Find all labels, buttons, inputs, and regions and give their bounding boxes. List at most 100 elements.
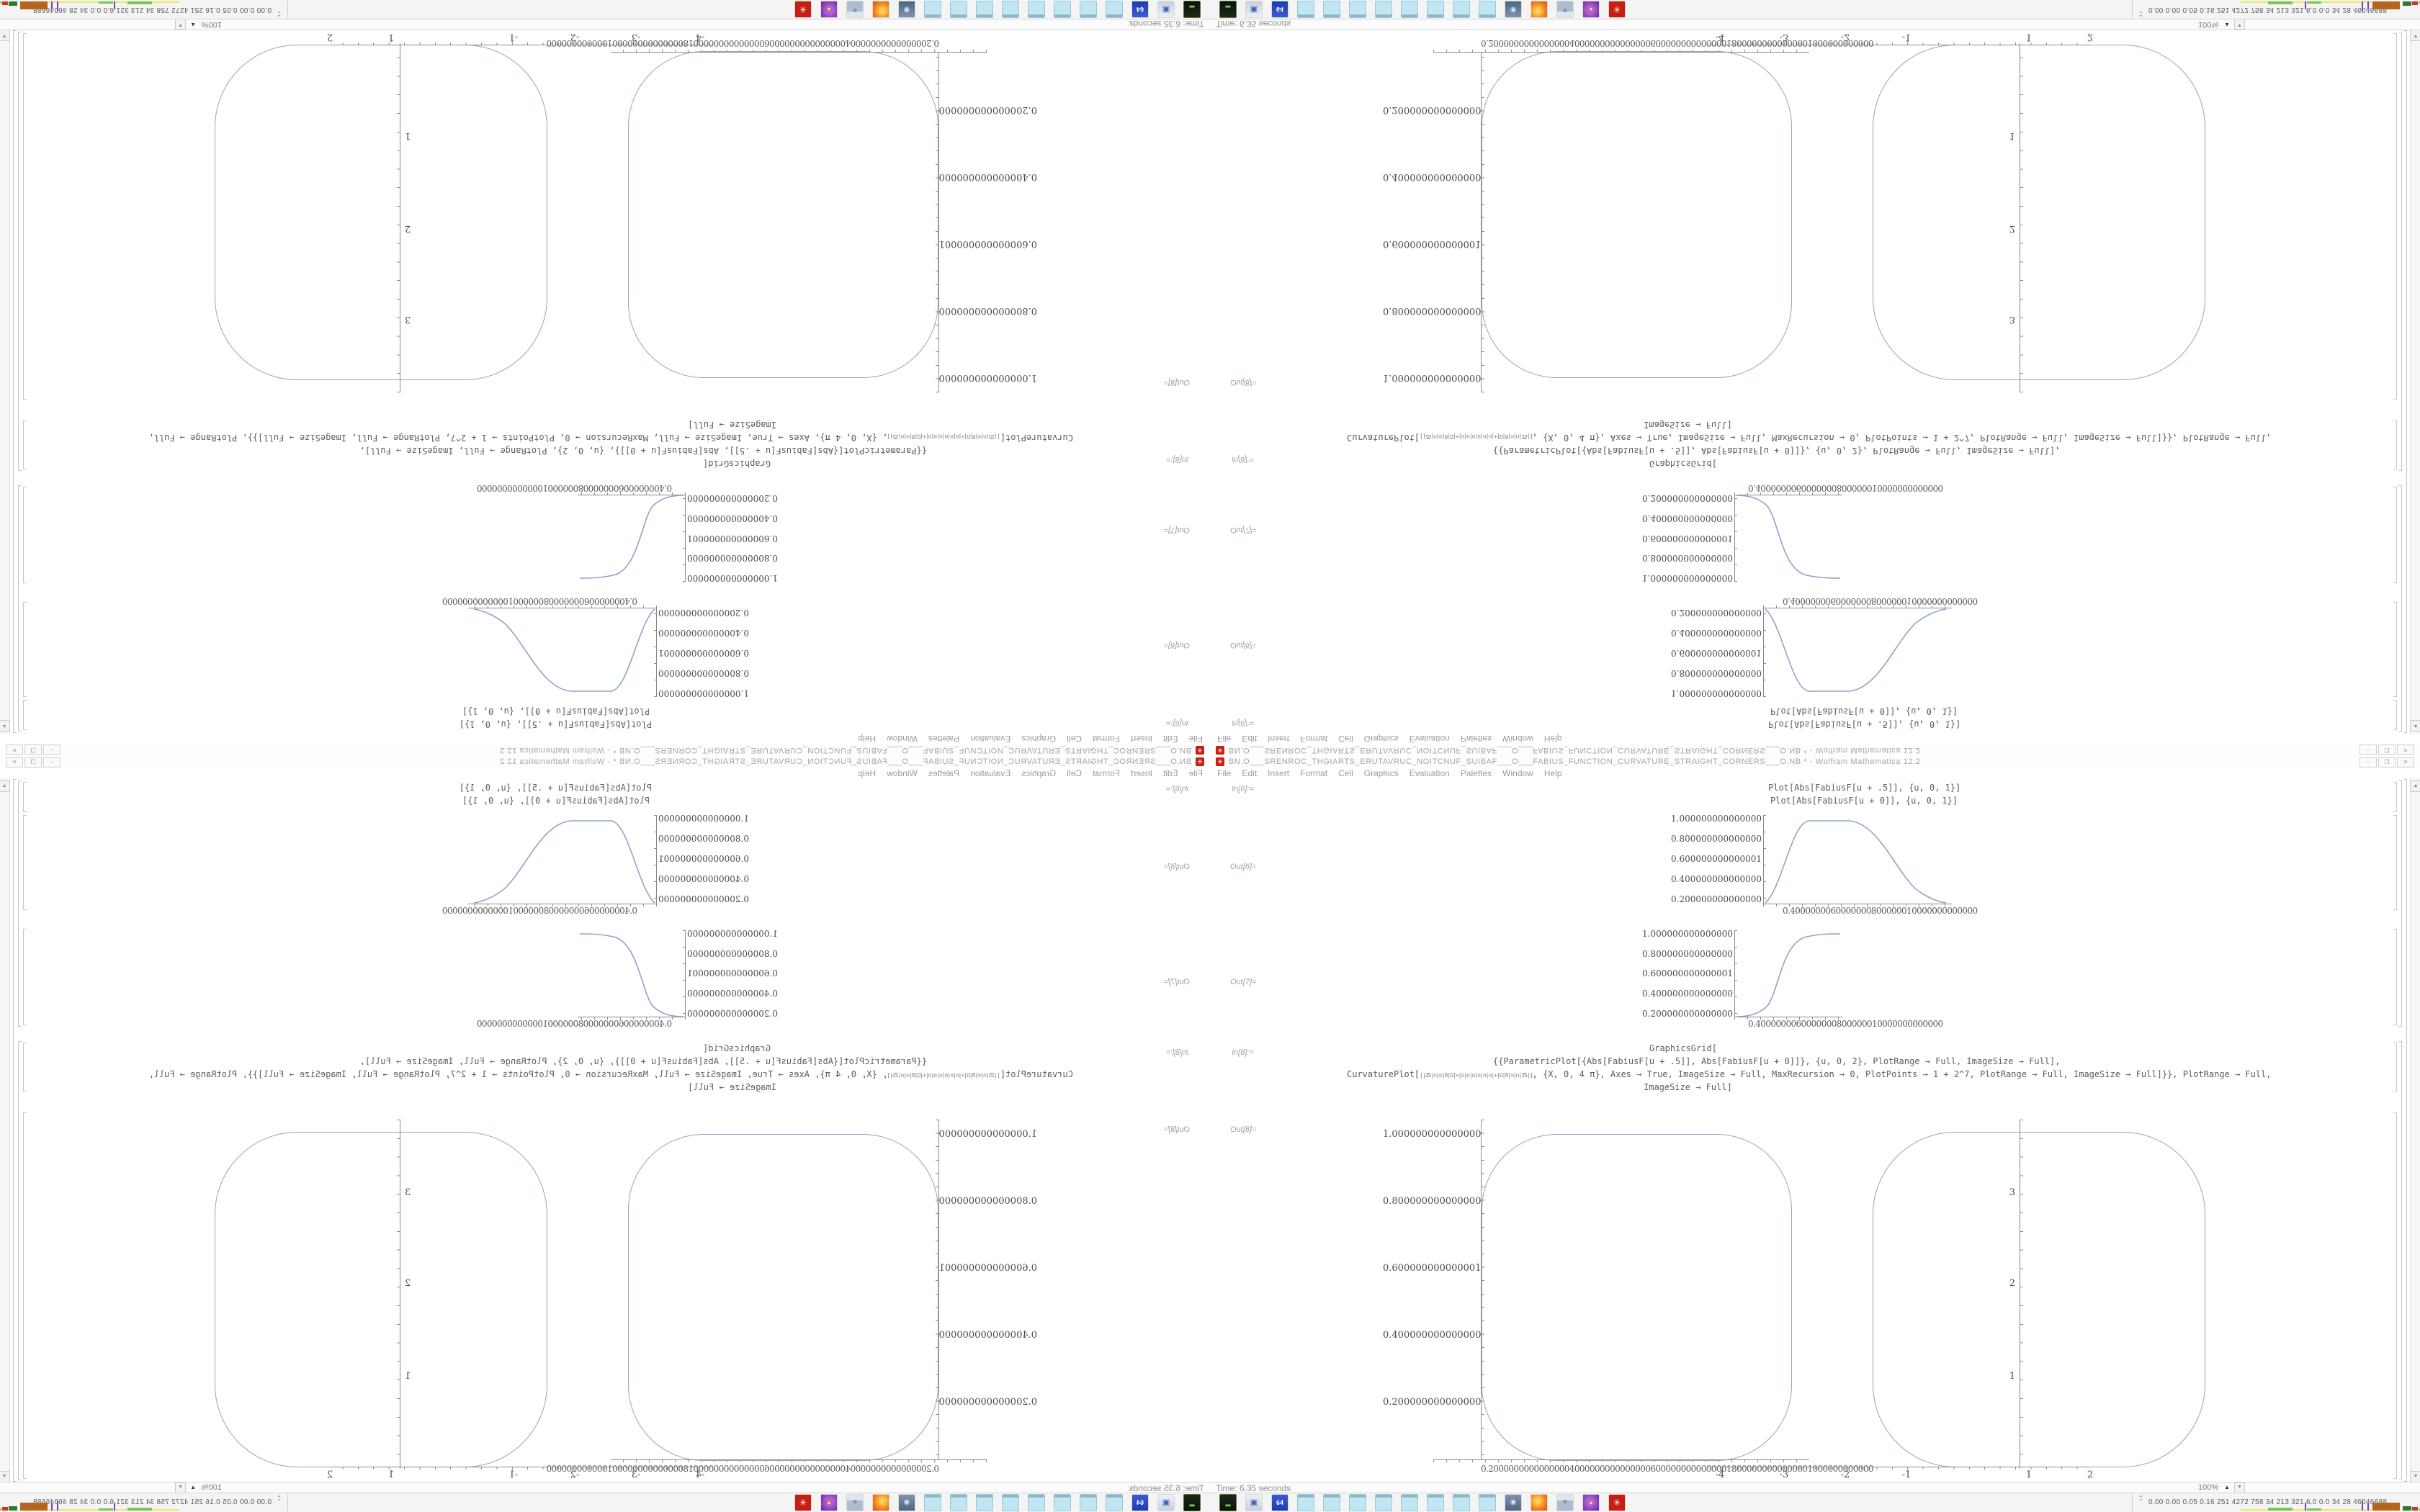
notepad-icon[interactable] [976, 1, 993, 18]
maximize-button[interactable]: ❐ [24, 757, 42, 768]
code-plot-2[interactable]: Plot[Abs[FabiusF[u + 0]], {u, 0, 1}] [1770, 706, 1958, 716]
menu-insert[interactable]: Insert [1268, 734, 1290, 744]
window-titlebar[interactable]: ✳ BN.O___SRENROC_THGIARTS_ERUTAVRUC_NOIT… [1210, 756, 2420, 768]
maximize-button[interactable]: ❐ [24, 744, 42, 755]
code-graphicsgrid-line3[interactable]: CurvaturePlot[[|ZS|∩|⊙|8|Ω|+|o|o|o|o|o|o… [1347, 1069, 2272, 1079]
menu-evaluation[interactable]: Evaluation [1409, 768, 1450, 778]
media-player-icon[interactable]: ● [820, 1, 838, 18]
scroll-up-arrow[interactable]: ▲ [0, 720, 10, 732]
menu-format[interactable]: Format [1300, 734, 1328, 744]
code-graphicsgrid-line1[interactable]: GraphicsGrid[ [703, 1043, 771, 1053]
cell-bracket[interactable] [23, 929, 27, 1025]
screenshot-tool-icon[interactable]: ◉ [1505, 1, 1522, 18]
notepad-icon[interactable] [1401, 1494, 1418, 1511]
media-player-icon[interactable]: ● [820, 1494, 838, 1511]
notepad-icon[interactable] [1349, 1, 1366, 18]
chevron-up-icon[interactable]: ⌃ ⌃ [2138, 1495, 2143, 1505]
firefox-icon[interactable] [1531, 1494, 1548, 1511]
cell-bracket[interactable] [23, 782, 27, 812]
screenshot-tool-icon[interactable]: ◉ [1505, 1494, 1522, 1511]
cell-bracket[interactable] [23, 602, 27, 697]
menu-graphics[interactable]: Graphics [1021, 768, 1057, 778]
cell-group-bracket[interactable] [2398, 485, 2402, 732]
code-graphicsgrid-line4[interactable]: ImageSize → Full] [688, 1082, 776, 1092]
cell-bracket[interactable] [2393, 929, 2397, 1025]
notepad-icon[interactable] [924, 1, 941, 18]
cell-bracket[interactable] [23, 487, 27, 583]
notepad-icon[interactable] [1375, 1494, 1392, 1511]
menu-file[interactable]: File [1188, 768, 1203, 778]
mathematica-taskbar-icon[interactable]: ✳ [1608, 1494, 1626, 1511]
close-button[interactable]: ✕ [2397, 757, 2414, 768]
code-graphicsgrid-line2[interactable]: {{ParametricPlot[{Abs[FabiusF[u + .5]], … [359, 446, 927, 456]
cell-group-bracket[interactable] [18, 485, 22, 732]
terminal-icon[interactable]: ▂ [1183, 1, 1201, 18]
maximize-button[interactable]: ❐ [2378, 757, 2396, 768]
notepad-icon[interactable] [1080, 1494, 1097, 1511]
menu-window[interactable]: Window [1502, 734, 1533, 744]
chevron-up-icon[interactable]: ⌃ ⌃ [2138, 7, 2143, 17]
cell-bracket[interactable] [2393, 33, 2397, 400]
scroll-up-arrow[interactable]: ▲ [0, 780, 10, 792]
notepad-icon[interactable] [1349, 1494, 1366, 1511]
notepad-icon[interactable] [1002, 1, 1019, 18]
code-graphicsgrid-line3[interactable]: CurvaturePlot[[|ZS|∩|⊙|8|Ω|+|o|o|o|o|o|o… [1347, 433, 2272, 443]
notepad-icon[interactable] [1427, 1494, 1444, 1511]
notebook-outer-bracket[interactable] [13, 779, 17, 1482]
mathematica-taskbar-icon[interactable]: ✳ [1608, 1, 1626, 18]
cell-bracket[interactable] [23, 815, 27, 910]
minimize-button[interactable]: – [2360, 757, 2377, 768]
notepad-icon[interactable] [1028, 1494, 1045, 1511]
menu-format[interactable]: Format [1092, 768, 1120, 778]
magnification-level[interactable]: 100% [201, 20, 222, 29]
cell-bracket[interactable] [23, 700, 27, 730]
vertical-scrollbar[interactable] [2410, 30, 2420, 734]
notepad-icon[interactable] [1479, 1, 1496, 18]
notepad-icon[interactable] [1297, 1, 1314, 18]
screenshot-tool-icon[interactable]: ◉ [898, 1494, 915, 1511]
cell-bracket[interactable] [23, 420, 27, 469]
terminal-icon[interactable]: ▂ [1183, 1494, 1201, 1511]
menu-graphics[interactable]: Graphics [1363, 734, 1399, 744]
menu-insert[interactable]: Insert [1130, 734, 1152, 744]
minimize-button[interactable]: – [43, 744, 60, 755]
menu-cell[interactable]: Cell [1338, 768, 1353, 778]
code-plot-1[interactable]: Plot[Abs[FabiusF[u + .5]], {u, 0, 1}] [459, 719, 652, 729]
code-graphicsgrid-line2[interactable]: {{ParametricPlot[{Abs[FabiusF[u + .5]], … [1493, 446, 2061, 456]
magnification-up-icon[interactable]: ▲ [190, 1484, 196, 1490]
notepad-icon[interactable] [1479, 1494, 1496, 1511]
close-button[interactable]: ✕ [6, 744, 23, 755]
cell-bracket[interactable] [2393, 782, 2397, 812]
floppy-64-icon[interactable]: 64 [1131, 1494, 1149, 1511]
notepad-icon[interactable] [950, 1494, 967, 1511]
scroll-down-arrow[interactable]: ▼ [2410, 1471, 2420, 1482]
code-graphicsgrid-line1[interactable]: GraphicsGrid[ [1649, 1043, 1717, 1053]
cell-bracket[interactable] [23, 33, 27, 400]
menu-palettes[interactable]: Palettes [1460, 768, 1492, 778]
firefox-icon[interactable] [872, 1494, 889, 1511]
mathematica-taskbar-icon[interactable]: ✳ [794, 1494, 812, 1511]
scroll-down-arrow[interactable]: ▼ [0, 1471, 10, 1482]
chevron-up-icon[interactable]: ⌃ ⌃ [277, 1495, 282, 1505]
code-plot-1[interactable]: Plot[Abs[FabiusF[u + .5]], {u, 0, 1}] [1768, 719, 1961, 729]
menu-cell[interactable]: Cell [1338, 734, 1353, 744]
scroll-down-arrow[interactable]: ▼ [0, 30, 10, 41]
menu-evaluation[interactable]: Evaluation [970, 734, 1011, 744]
printer-icon[interactable]: ≡ [846, 1, 864, 18]
menu-palettes[interactable]: Palettes [928, 768, 960, 778]
menu-format[interactable]: Format [1300, 768, 1328, 778]
floppy-64-icon[interactable]: 64 [1271, 1494, 1289, 1511]
cell-group-bracket[interactable] [18, 780, 22, 1027]
code-plot-2[interactable]: Plot[Abs[FabiusF[u + 0]], {u, 0, 1}] [462, 706, 650, 716]
close-button[interactable]: ✕ [6, 757, 23, 768]
cell-group-bracket[interactable] [2398, 1041, 2402, 1480]
vertical-scrollbar[interactable] [0, 778, 10, 1482]
magnification-menu-icon[interactable]: ▼ [175, 1482, 186, 1493]
menu-graphics[interactable]: Graphics [1021, 734, 1057, 744]
scroll-down-arrow[interactable]: ▼ [2410, 30, 2420, 41]
notebook-outer-bracket[interactable] [13, 30, 17, 733]
window-titlebar[interactable]: ✳ BN.O___SRENROC_THGIARTS_ERUTAVRUC_NOIT… [1210, 744, 2420, 756]
firefox-icon[interactable] [872, 1, 889, 18]
scroll-up-arrow[interactable]: ▲ [2410, 720, 2420, 732]
menu-cell[interactable]: Cell [1067, 734, 1082, 744]
